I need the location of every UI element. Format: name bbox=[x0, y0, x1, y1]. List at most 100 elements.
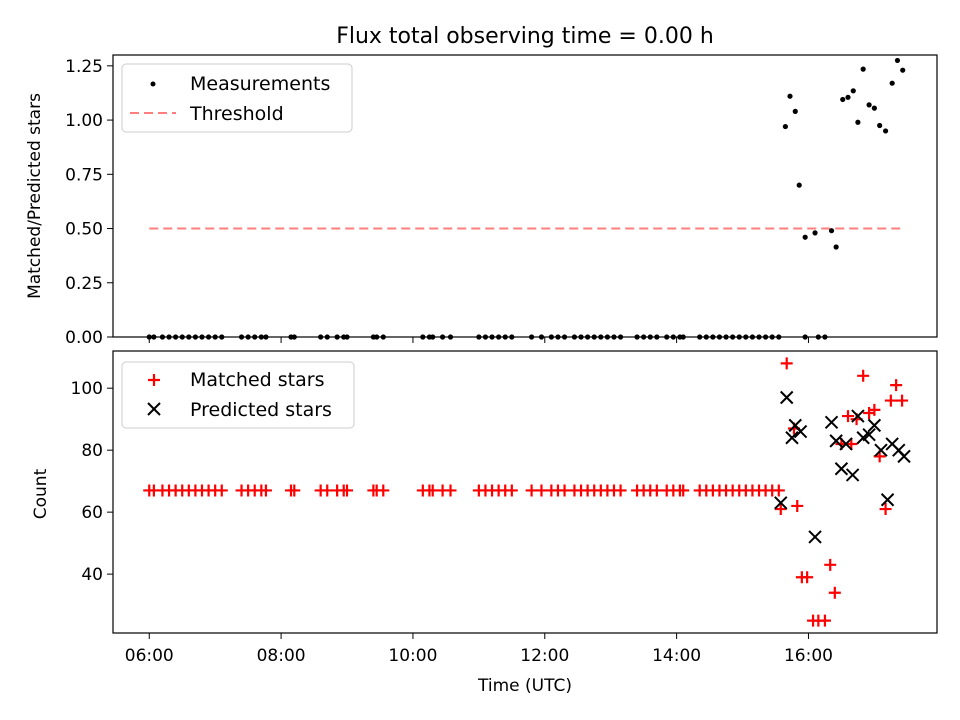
matched-star-point bbox=[890, 379, 903, 392]
top-y-ticks: 0.00 0.25 0.50 0.75 1.00 1.25 bbox=[65, 57, 113, 348]
y-tick-label: 0.00 bbox=[65, 328, 103, 348]
top-axes-frame bbox=[112, 54, 938, 338]
matched-star-point bbox=[677, 484, 690, 497]
matched-star-point bbox=[288, 484, 301, 497]
matched-star-point bbox=[791, 499, 804, 512]
measurement-point bbox=[866, 102, 872, 108]
y-tick-label: 80 bbox=[81, 441, 103, 461]
matched-star-point bbox=[341, 484, 354, 497]
predicted-star-point bbox=[779, 390, 794, 405]
measurement-point bbox=[850, 88, 856, 94]
matched-star-point bbox=[824, 558, 837, 571]
predicted-star-point bbox=[845, 468, 860, 482]
bottom-y-ticks: 40 60 80 100 bbox=[71, 379, 113, 585]
top-plot: Flux total observing time = 0.00 h Match… bbox=[25, 24, 938, 348]
measurement-point bbox=[802, 234, 808, 240]
predicted-star-point bbox=[774, 496, 788, 510]
predicted-star-point bbox=[897, 449, 911, 464]
matched-star-point bbox=[896, 394, 909, 407]
matched-star-point bbox=[614, 484, 627, 497]
predicted-star-point bbox=[874, 443, 888, 457]
y-tick-label: 60 bbox=[81, 503, 103, 523]
legend-matched-marker bbox=[148, 374, 160, 386]
predicted-star-point bbox=[839, 437, 853, 451]
measurement-point bbox=[900, 67, 906, 73]
matched-star-point bbox=[215, 484, 228, 497]
top-x-ticks bbox=[148, 337, 809, 343]
matched-star-point bbox=[801, 571, 814, 584]
measurement-point bbox=[882, 128, 889, 134]
bottom-legend-box bbox=[121, 361, 355, 429]
matched-star-point bbox=[774, 503, 787, 516]
y-tick-label: 40 bbox=[81, 565, 103, 585]
x-tick-label: 14:00 bbox=[652, 646, 701, 666]
x-tick-label: 10:00 bbox=[388, 646, 437, 666]
predicted-star-point bbox=[793, 424, 808, 439]
matched-star-point bbox=[842, 410, 855, 423]
x-tick-label: 16:00 bbox=[784, 646, 833, 666]
measurement-point bbox=[812, 230, 818, 236]
y-tick-label: 0.75 bbox=[65, 165, 103, 185]
predicted-star-point bbox=[862, 427, 876, 442]
measurement-point bbox=[782, 123, 788, 130]
predicted-star-point bbox=[834, 462, 849, 476]
measurement-point bbox=[855, 119, 861, 125]
matched-star-point bbox=[259, 484, 272, 497]
measurement-point bbox=[796, 182, 802, 188]
top-legend: Measurements Threshold bbox=[121, 63, 353, 133]
bottom-y-axis-label: Count bbox=[31, 468, 51, 519]
y-tick-label: 0.50 bbox=[65, 220, 103, 240]
matched-star-point bbox=[780, 357, 793, 370]
measurement-point bbox=[889, 80, 895, 86]
matched-star-point bbox=[444, 484, 457, 497]
bottom-plot-area bbox=[143, 357, 911, 627]
matched-star-point bbox=[828, 586, 841, 599]
measurement-point bbox=[860, 66, 866, 72]
x-axis-label: Time (UTC) bbox=[477, 676, 572, 696]
predicted-star-point bbox=[880, 493, 895, 507]
predicted-star-point bbox=[867, 418, 882, 433]
matched-star-point bbox=[772, 484, 785, 497]
top-legend-box bbox=[121, 63, 353, 133]
y-tick-label: 1.00 bbox=[65, 111, 103, 131]
chart-title: Flux total observing time = 0.00 h bbox=[336, 24, 714, 49]
measurement-point bbox=[787, 93, 793, 99]
x-tick-label: 06:00 bbox=[125, 646, 174, 666]
top-y-axis-label: Matched/Predicted stars bbox=[25, 93, 45, 299]
measurement-point bbox=[840, 96, 846, 103]
y-tick-label: 0.25 bbox=[65, 274, 103, 294]
matched-star-point bbox=[868, 403, 881, 416]
measurement-point bbox=[894, 57, 901, 64]
matched-star-point bbox=[857, 369, 870, 382]
matched-star-point bbox=[377, 484, 390, 497]
x-tick-label: 12:00 bbox=[520, 646, 569, 666]
measurement-point bbox=[845, 94, 851, 100]
measurement-point bbox=[792, 108, 798, 114]
y-tick-label: 100 bbox=[71, 379, 103, 399]
matched-star-point bbox=[505, 484, 518, 497]
predicted-star-point bbox=[824, 415, 839, 429]
measurement-point bbox=[833, 244, 839, 250]
measurement-point bbox=[828, 228, 835, 234]
legend-predicted-label: Predicted stars bbox=[190, 399, 332, 421]
predicted-star-point bbox=[851, 409, 865, 423]
x-tick-label: 08:00 bbox=[257, 646, 306, 666]
legend-matched-label: Matched stars bbox=[190, 369, 324, 391]
bottom-plot: Count Time (UTC) 40 60 80 100 06:00 08:00 10:… bbox=[31, 350, 938, 696]
predicted-star-point bbox=[808, 530, 822, 544]
matched-star-point bbox=[879, 503, 892, 516]
predicted-star-point bbox=[785, 431, 799, 445]
matched-star-point bbox=[818, 614, 831, 627]
legend-predicted-marker bbox=[147, 402, 161, 416]
legend-threshold-label: Threshold bbox=[189, 103, 284, 125]
bottom-legend: Matched stars Predicted stars bbox=[121, 361, 355, 429]
matched-star-point bbox=[884, 394, 897, 407]
bottom-x-ticks: 06:00 08:00 10:00 12:00 14:00 16:00 bbox=[125, 633, 833, 666]
y-tick-label: 1.25 bbox=[65, 57, 103, 77]
legend-measurements-label: Measurements bbox=[190, 73, 330, 95]
measurement-point bbox=[877, 122, 883, 129]
legend-measurements-marker bbox=[150, 81, 156, 87]
bottom-axes-frame bbox=[112, 350, 938, 634]
measurement-point bbox=[871, 105, 877, 111]
